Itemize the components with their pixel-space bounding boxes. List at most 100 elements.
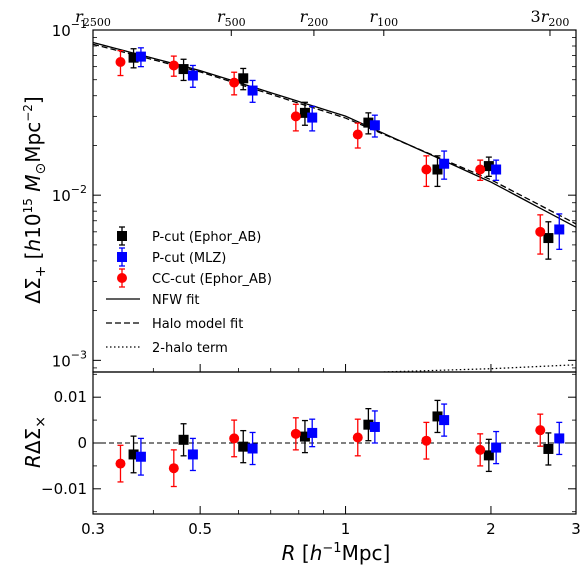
point-cc-cut-ephor-ab bbox=[475, 164, 486, 175]
point-p-cut-mlz bbox=[554, 433, 565, 444]
top-y-tick-label: 10−3 bbox=[52, 348, 87, 370]
tick-base: 10 bbox=[52, 22, 71, 40]
bottom-y-tick-label: 0.01 bbox=[54, 388, 87, 406]
point-p-cut-ephor-ab bbox=[128, 52, 139, 63]
top-radius-label: r100 bbox=[369, 7, 398, 29]
top-radius-main: r bbox=[300, 7, 309, 26]
point-cc-cut-ephor-ab bbox=[115, 57, 126, 68]
point-cc-cut-ephor-ab bbox=[229, 77, 240, 88]
bottom-y-axis-label: RΔΣ× bbox=[21, 416, 49, 468]
top-radius-label: 3r200 bbox=[531, 7, 570, 29]
bottom-y-tick-label: 0 bbox=[77, 434, 87, 452]
point-p-cut-ephor-ab bbox=[543, 443, 554, 454]
point-p-cut-ephor-ab bbox=[299, 107, 310, 118]
point-cc-cut-ephor-ab bbox=[535, 425, 546, 436]
x-tick-label: 2 bbox=[486, 520, 496, 538]
bottom-panel: 0.3 0.5 1 2 3 0.01 0 −0.01 bbox=[41, 371, 581, 538]
point-p-cut-mlz bbox=[135, 451, 146, 462]
curve-nfw-fit bbox=[93, 41, 576, 228]
point-p-cut-mlz bbox=[439, 415, 450, 426]
top-radius-main: r bbox=[75, 7, 84, 26]
point-p-cut-mlz bbox=[491, 164, 502, 175]
point-p-cut-ephor-ab bbox=[299, 431, 310, 442]
tick-base: 10 bbox=[52, 187, 71, 205]
top-radius-axis: r2500 r500 r200 r100 3r200 bbox=[75, 7, 569, 36]
point-p-cut-mlz bbox=[247, 443, 258, 454]
point-p-cut-mlz bbox=[439, 158, 450, 169]
top-radius-main: r bbox=[217, 7, 226, 26]
point-p-cut-mlz bbox=[187, 70, 198, 81]
x-tick-label: 3 bbox=[571, 520, 581, 538]
bottom-y-tick-label: −0.01 bbox=[41, 480, 87, 498]
legend-label-p-cut-ephor-ab: P-cut (Ephor_AB) bbox=[152, 230, 261, 245]
legend-label-cc-cut-ephor-ab: CC-cut (Ephor_AB) bbox=[152, 272, 272, 287]
top-radius-sub: 200 bbox=[307, 16, 328, 29]
legend-marker-p-cut-mlz bbox=[117, 252, 127, 262]
legend: P-cut (Ephor_AB) P-cut (MLZ) CC-cut (Ephor… bbox=[106, 226, 272, 356]
point-p-cut-ephor-ab bbox=[178, 434, 189, 445]
legend-label-p-cut-mlz: P-cut (MLZ) bbox=[152, 251, 226, 266]
top-radius-main: r bbox=[541, 7, 550, 26]
point-p-cut-ephor-ab bbox=[178, 64, 189, 75]
legend-marker-cc-cut-ephor-ab bbox=[117, 273, 127, 283]
point-cc-cut-ephor-ab bbox=[290, 111, 301, 122]
top-radius-label: r2500 bbox=[75, 7, 111, 29]
point-cc-cut-ephor-ab bbox=[229, 433, 240, 444]
point-p-cut-ephor-ab bbox=[128, 449, 139, 460]
point-p-cut-mlz bbox=[307, 112, 318, 123]
legend-label-nfw-fit: NFW fit bbox=[152, 293, 199, 308]
point-cc-cut-ephor-ab bbox=[421, 164, 432, 175]
tick-exponent: −2 bbox=[71, 183, 87, 196]
point-p-cut-mlz bbox=[135, 51, 146, 62]
legend-label-2-halo-term: 2-halo term bbox=[152, 341, 228, 356]
point-p-cut-ephor-ab bbox=[432, 164, 443, 175]
x-tick-label: 1 bbox=[341, 520, 351, 538]
top-radius-main: r bbox=[369, 7, 378, 26]
tick-exponent: −3 bbox=[71, 348, 87, 361]
x-axis-label: R [h−1Mpc] bbox=[282, 541, 391, 565]
point-cc-cut-ephor-ab bbox=[352, 432, 363, 443]
top-radius-label: r500 bbox=[217, 7, 246, 29]
top-radius-prefix: 3 bbox=[531, 7, 541, 26]
point-p-cut-ephor-ab bbox=[483, 450, 494, 461]
point-p-cut-ephor-ab bbox=[238, 441, 249, 452]
x-tick-label: 0.3 bbox=[81, 520, 105, 538]
point-cc-cut-ephor-ab bbox=[115, 458, 126, 469]
top-radius-label: r200 bbox=[300, 7, 329, 29]
top-radius-sub: 200 bbox=[548, 16, 569, 29]
x-tick-label: 0.5 bbox=[188, 520, 212, 538]
point-cc-cut-ephor-ab bbox=[421, 435, 432, 446]
point-p-cut-mlz bbox=[554, 224, 565, 235]
tick-exponent: −1 bbox=[71, 18, 87, 31]
point-p-cut-ephor-ab bbox=[543, 233, 554, 244]
point-cc-cut-ephor-ab bbox=[475, 444, 486, 455]
point-p-cut-ephor-ab bbox=[363, 419, 374, 430]
legend-marker-p-cut-ephor-ab bbox=[117, 231, 127, 241]
point-cc-cut-ephor-ab bbox=[168, 60, 179, 71]
point-p-cut-mlz bbox=[187, 449, 198, 460]
top-radius-sub: 500 bbox=[225, 16, 246, 29]
legend-label-halo-model-fit: Halo model fit bbox=[152, 317, 243, 332]
point-cc-cut-ephor-ab bbox=[290, 428, 301, 439]
curve-halo-model-fit bbox=[93, 43, 576, 225]
point-p-cut-ephor-ab bbox=[432, 411, 443, 422]
point-p-cut-ephor-ab bbox=[238, 73, 249, 84]
point-p-cut-mlz bbox=[369, 120, 380, 131]
top-y-tick-label: 10−2 bbox=[52, 183, 87, 205]
top-y-axis-label: ΔΣ+ [h1015 M⊙Mpc−2] bbox=[21, 96, 49, 303]
point-cc-cut-ephor-ab bbox=[168, 463, 179, 474]
point-cc-cut-ephor-ab bbox=[535, 226, 546, 237]
point-p-cut-ephor-ab bbox=[363, 117, 374, 128]
top-radius-sub: 100 bbox=[377, 16, 398, 29]
curve-2-halo-term bbox=[383, 364, 576, 372]
top-y-tick-label: 10−1 bbox=[52, 18, 87, 40]
point-p-cut-mlz bbox=[307, 427, 318, 438]
top-panel: 10−110−210−3 bbox=[52, 18, 577, 373]
point-cc-cut-ephor-ab bbox=[352, 129, 363, 140]
point-p-cut-mlz bbox=[369, 421, 380, 432]
point-p-cut-mlz bbox=[247, 85, 258, 96]
point-p-cut-ephor-ab bbox=[483, 161, 494, 172]
top-radius-sub: 2500 bbox=[83, 16, 111, 29]
tick-base: 10 bbox=[52, 352, 71, 370]
